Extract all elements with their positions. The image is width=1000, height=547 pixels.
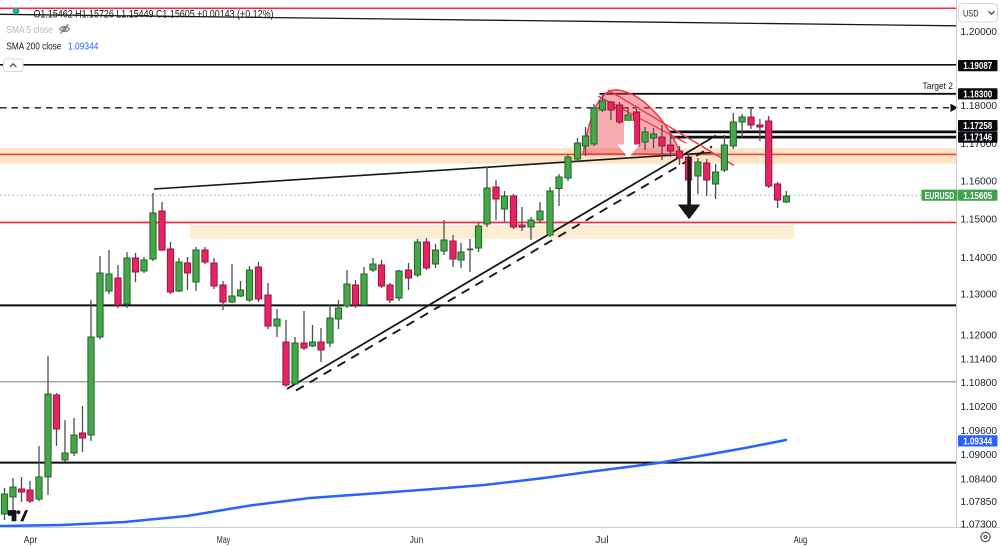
svg-text:1.14000: 1.14000 [961, 253, 998, 264]
svg-text:Jul: Jul [595, 535, 609, 546]
svg-text:SMA 5 close: SMA 5 close [6, 24, 53, 36]
svg-text:1.18000: 1.18000 [961, 101, 998, 112]
svg-text:1.09344: 1.09344 [68, 41, 99, 53]
svg-text:1.12000: 1.12000 [961, 331, 998, 342]
svg-text:1.09600: 1.09600 [961, 426, 998, 437]
svg-text:1.15605: 1.15605 [963, 191, 992, 202]
svg-text:1.15000: 1.15000 [961, 214, 998, 225]
svg-text:1.11400: 1.11400 [961, 354, 998, 365]
svg-text:1.20000: 1.20000 [961, 27, 998, 38]
svg-text:SMA 200 close: SMA 200 close [6, 41, 61, 53]
svg-text:1.17258: 1.17258 [963, 121, 992, 132]
svg-text:1.09000: 1.09000 [961, 450, 998, 461]
svg-text:1.19087: 1.19087 [963, 61, 992, 72]
svg-text:EURUSD: EURUSD [925, 191, 955, 202]
svg-text:1.10800: 1.10800 [961, 378, 998, 389]
svg-text:1.10200: 1.10200 [961, 402, 998, 413]
svg-text:O1.15462 H1.15726 L1.15449: O1.15462 H1.15726 L1.15449 C1.15605 +0.0… [34, 8, 274, 20]
svg-text:Jun: Jun [410, 535, 424, 546]
svg-text:1.08400: 1.08400 [961, 475, 998, 486]
svg-text:1.09344: 1.09344 [963, 437, 992, 448]
svg-text:Aug: Aug [794, 535, 808, 546]
svg-text:1.07850: 1.07850 [961, 497, 998, 508]
svg-text:1.17000: 1.17000 [961, 139, 998, 150]
svg-text:May: May [217, 535, 231, 546]
svg-text:1.07300: 1.07300 [961, 520, 998, 531]
svg-text:USD: USD [963, 8, 979, 18]
svg-text:1.18300: 1.18300 [963, 89, 992, 100]
svg-text:Target 2: Target 2 [923, 81, 954, 92]
svg-text:1.16000: 1.16000 [961, 176, 998, 187]
svg-text:Apr: Apr [24, 535, 38, 546]
svg-text:1.13000: 1.13000 [961, 290, 998, 301]
svg-text:1.17146: 1.17146 [963, 133, 992, 144]
